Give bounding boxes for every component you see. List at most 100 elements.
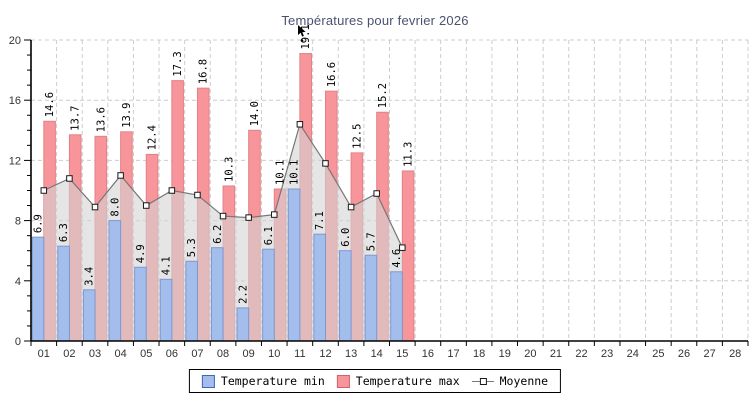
moyenne-marker-07: [194, 191, 201, 199]
svg-text:6.3: 6.3: [58, 223, 70, 242]
x-axis-label-12: 12: [319, 348, 331, 360]
svg-text:6.1: 6.1: [263, 226, 275, 245]
svg-text:5.7: 5.7: [365, 232, 377, 251]
x-axis-label-23: 23: [601, 348, 613, 360]
x-axis-label-07: 07: [191, 348, 203, 360]
bar-temp-min-07: [185, 260, 198, 342]
moyenne-line-marker-icon: [471, 375, 494, 388]
svg-text:13.6: 13.6: [95, 107, 107, 132]
svg-text:7.1: 7.1: [314, 211, 326, 230]
chart-title: Températures pour fevrier 2026: [281, 13, 469, 28]
x-axis-label-03: 03: [89, 348, 101, 360]
legend-label-temperature-min: Temperature min: [220, 374, 325, 388]
moyenne-marker-03: [91, 203, 99, 211]
x-axis-label-10: 10: [268, 348, 280, 360]
legend: Temperature min Temperature max Moyenne: [188, 369, 562, 393]
x-axis-label-25: 25: [652, 348, 664, 360]
legend-label-moyenne: Moyenne: [499, 374, 549, 388]
x-axis-label-24: 24: [627, 348, 639, 360]
moyenne-marker-13: [347, 203, 355, 211]
bar-temp-min-03: [82, 289, 96, 342]
svg-text:16.8: 16.8: [198, 59, 210, 84]
svg-text:5.3: 5.3: [186, 238, 198, 257]
svg-text:14.6: 14.6: [44, 92, 56, 117]
svg-text:13.9: 13.9: [121, 103, 133, 128]
x-axis-label-26: 26: [678, 348, 690, 360]
svg-text:11.3: 11.3: [403, 142, 415, 167]
moyenne-marker-12: [322, 160, 329, 167]
x-axis-label-27: 27: [703, 348, 715, 360]
svg-text:6.0: 6.0: [340, 228, 352, 247]
bar-temp-min-12: [313, 233, 326, 342]
bars-temperature-min: [31, 188, 403, 342]
svg-text:4.9: 4.9: [135, 244, 147, 263]
svg-text:13.7: 13.7: [70, 106, 82, 131]
bar-temp-min-04: [108, 220, 122, 342]
legend-item-temperature-min: Temperature min: [201, 374, 325, 388]
legend-item-temperature-max: Temperature max: [336, 374, 460, 388]
svg-text:14.0: 14.0: [249, 101, 261, 126]
moyenne-marker-05: [142, 202, 150, 209]
x-axis-label-28: 28: [729, 348, 741, 360]
x-axis-label-08: 08: [217, 348, 229, 360]
bar-temp-min-09: [236, 307, 250, 342]
bar-temp-min-01: [31, 236, 45, 342]
svg-text:3.4: 3.4: [84, 267, 96, 286]
bar-temp-min-13: [338, 250, 352, 342]
x-axis-label-18: 18: [473, 348, 485, 360]
moyenne-marker-14: [373, 190, 380, 197]
bar-temp-min-02: [57, 245, 70, 342]
svg-text:6.2: 6.2: [212, 225, 224, 244]
x-axis-label-21: 21: [550, 348, 562, 360]
svg-text:20: 20: [9, 35, 21, 47]
moyenne-marker-01: [40, 187, 48, 194]
bar-temp-min-10: [262, 248, 275, 342]
value-labels: 6.9 6.3 3.4 8.0 4.9 4.1 5.3 6.2 2.2 6.1 10.1 7.1 6.0…: [33, 24, 415, 304]
legend-label-temperature-max: Temperature max: [355, 374, 460, 388]
temperature-min-swatch-icon: [201, 374, 215, 388]
bar-temp-min-05: [134, 266, 147, 342]
svg-text:12: 12: [9, 155, 21, 167]
x-axis-label-05: 05: [140, 348, 152, 360]
moyenne-marker-11: [296, 121, 304, 128]
x-axis-label-16: 16: [422, 348, 434, 360]
svg-text:12.4: 12.4: [147, 125, 159, 150]
moyenne-markers: [40, 121, 406, 251]
x-axis-label-15: 15: [396, 348, 408, 360]
x-axis-label-04: 04: [115, 348, 127, 360]
bar-temp-min-08: [210, 247, 224, 342]
svg-text:12.5: 12.5: [351, 124, 363, 149]
temperature-max-swatch-icon: [336, 374, 350, 388]
bar-temp-max-15: [401, 170, 415, 342]
svg-text:15.2: 15.2: [377, 83, 389, 108]
x-axis-label-09: 09: [243, 348, 255, 360]
x-axis-label-14: 14: [371, 348, 383, 360]
svg-text:8: 8: [15, 216, 21, 228]
moyenne-marker-09: [245, 214, 252, 221]
bar-temp-min-06: [159, 278, 173, 342]
svg-text:16.6: 16.6: [326, 62, 338, 87]
x-axis-label-01: 01: [38, 348, 50, 360]
svg-text:4.1: 4.1: [161, 256, 173, 275]
moyenne-marker-06: [168, 187, 176, 194]
x-axis-label-06: 06: [166, 348, 178, 360]
legend-item-moyenne: Moyenne: [471, 374, 549, 388]
x-axis-label-17: 17: [447, 348, 459, 360]
svg-text:10.3: 10.3: [223, 157, 235, 182]
svg-text:4: 4: [15, 276, 21, 288]
bar-temp-min-15: [390, 271, 403, 342]
mouse-cursor-icon: [298, 25, 306, 42]
moyenne-area: [43, 124, 403, 341]
svg-text:2.2: 2.2: [237, 285, 249, 304]
moyenne-marker-08: [219, 212, 227, 220]
svg-text:0: 0: [15, 336, 21, 348]
bar-temp-min-14: [364, 254, 378, 342]
x-axis-label-19: 19: [499, 348, 511, 360]
bar-temp-min-11: [287, 188, 301, 342]
x-axis-label-02: 02: [63, 348, 75, 360]
svg-text:16: 16: [9, 95, 21, 107]
svg-text:6.9: 6.9: [33, 214, 45, 233]
